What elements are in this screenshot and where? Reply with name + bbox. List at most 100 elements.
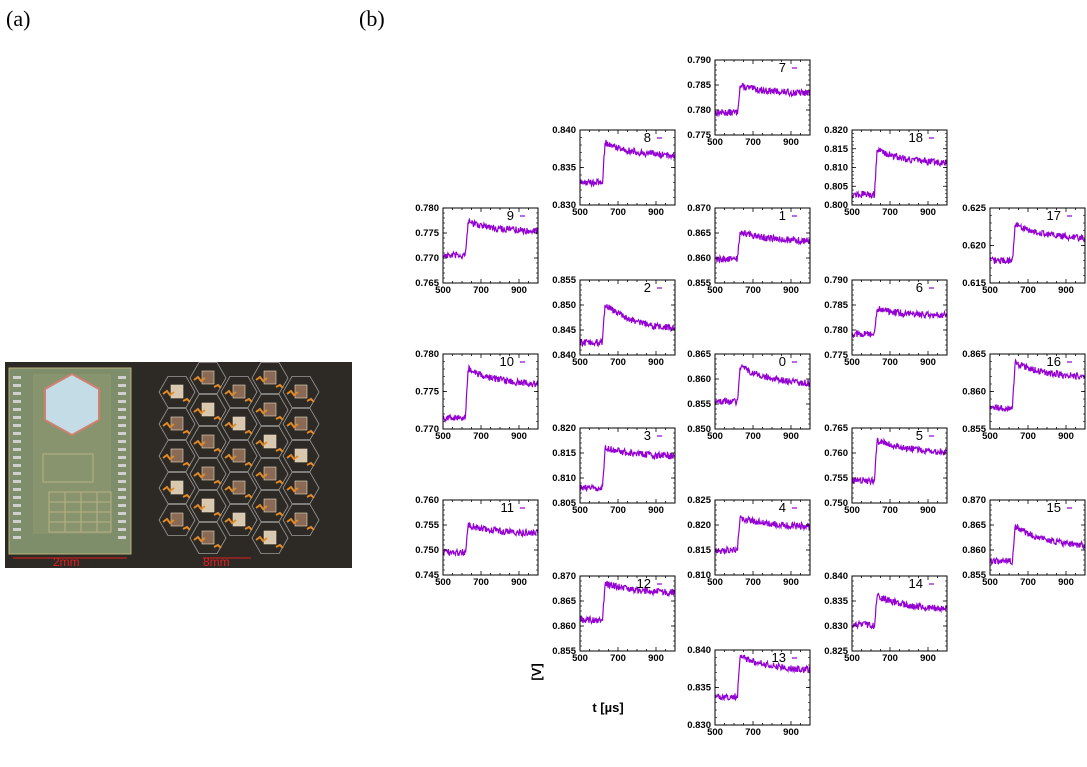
x-tick-label: 500: [707, 727, 723, 738]
y-tick-label: 0.820: [824, 125, 848, 136]
y-tick-label: 0.810: [687, 570, 711, 581]
y-tick-label: 0.860: [687, 374, 711, 385]
plot-11: 500 700 900 0.760 0.755 0.750 0.745 11: [415, 495, 539, 588]
plot-18: 500 700 900 0.820 0.815 0.810 0.805 0.800 18: [824, 125, 948, 218]
channel-label-6: 6: [916, 280, 923, 295]
x-tick-label: 900: [783, 577, 799, 588]
y-tick-label: 0.845: [552, 325, 576, 336]
y-tick-label: 0.805: [824, 181, 848, 192]
plot-frame: [714, 649, 811, 726]
trace-line: [714, 82, 811, 118]
y-tick-label: 0.855: [687, 399, 711, 410]
y-tick-label: 0.775: [415, 228, 439, 239]
y-tick-label: 0.820: [552, 423, 576, 434]
y-tick-label: 0.750: [824, 498, 848, 509]
panel-label-a: (a): [6, 6, 31, 31]
plot-3: 500 700 900 0.820 0.815 0.810 0.805 3: [552, 423, 676, 516]
channel-label-13: 13: [772, 650, 786, 665]
x-tick-label: 700: [1020, 285, 1036, 296]
y-tick-label: 0.855: [962, 570, 986, 581]
x-tick-label: 500: [435, 431, 451, 442]
plot-frame: [989, 207, 1086, 284]
y-tick-label: 0.870: [687, 203, 711, 214]
y-tick-label: 0.765: [415, 278, 439, 289]
plot-frame: [442, 499, 539, 576]
y-tick-label: 0.835: [552, 163, 576, 174]
y-tick-label: 0.825: [824, 646, 848, 657]
hexagonal-sensor-array: [158, 362, 320, 555]
y-tick-label: 0.840: [687, 645, 711, 656]
x-tick-label: 500: [844, 207, 860, 218]
y-tick-label: 0.775: [687, 130, 711, 141]
channel-label-11: 11: [501, 500, 515, 515]
y-axis-label: [V]: [529, 663, 544, 680]
channel-label-5: 5: [916, 428, 923, 443]
y-tick-label: 0.835: [687, 683, 711, 694]
y-tick-label: 0.790: [687, 55, 711, 66]
plot-8: 500 700 900 0.840 0.835 0.830 8: [552, 125, 676, 218]
x-tick-label: 700: [610, 207, 626, 218]
y-tick-label: 0.840: [824, 571, 848, 582]
x-tick-label: 900: [783, 285, 799, 296]
y-tick-label: 0.855: [552, 275, 576, 286]
plot-frame: [442, 207, 539, 284]
y-tick-label: 0.760: [415, 495, 439, 506]
trace-line: [989, 358, 1086, 413]
y-tick-label: 0.815: [552, 448, 576, 459]
x-tick-label: 700: [882, 357, 898, 368]
plot-frame: [851, 427, 948, 504]
channel-label-9: 9: [507, 208, 514, 223]
y-tick-label: 0.820: [687, 520, 711, 531]
plot-0: 500 700 900 0.865 0.860 0.855 0.850 0: [687, 349, 811, 442]
y-tick-label: 0.775: [415, 387, 439, 398]
y-tick-label: 0.785: [687, 80, 711, 91]
channel-label-14: 14: [909, 576, 923, 591]
y-tick-label: 0.745: [415, 570, 439, 581]
plot-frame: [579, 129, 676, 206]
y-tick-label: 0.620: [962, 241, 986, 252]
y-tick-label: 0.780: [415, 349, 439, 360]
y-tick-label: 0.755: [824, 473, 848, 484]
x-tick-label: 900: [920, 357, 936, 368]
y-tick-label: 0.810: [824, 163, 848, 174]
x-tick-label: 500: [572, 505, 588, 516]
x-tick-label: 500: [435, 577, 451, 588]
x-tick-label: 500: [982, 577, 998, 588]
y-tick-label: 0.810: [552, 473, 576, 484]
x-tick-label: 500: [707, 137, 723, 148]
scale-label-2mm: 2mm: [53, 555, 80, 568]
trace-line: [851, 306, 948, 339]
x-tick-label: 900: [920, 207, 936, 218]
x-tick-label: 900: [648, 357, 664, 368]
trace-line: [442, 217, 539, 260]
channel-label-12: 12: [637, 576, 651, 591]
x-tick-label: 500: [435, 285, 451, 296]
x-tick-label: 700: [745, 137, 761, 148]
channel-label-7: 7: [779, 60, 786, 75]
x-tick-label: 700: [473, 285, 489, 296]
trace-line: [714, 229, 811, 264]
y-tick-label: 0.825: [687, 495, 711, 506]
y-tick-label: 0.770: [415, 253, 439, 264]
y-tick-label: 0.755: [415, 520, 439, 531]
x-tick-label: 700: [882, 505, 898, 516]
trace-line: [442, 522, 539, 558]
y-tick-label: 0.780: [824, 325, 848, 336]
x-tick-label: 500: [572, 357, 588, 368]
plot-4: 500 700 900 0.825 0.820 0.815 0.810 4: [687, 495, 811, 588]
trace-line: [851, 437, 948, 486]
bond-pads: [13, 376, 126, 539]
trace-line: [851, 592, 948, 630]
plot-2: 500 700 900 0.855 0.850 0.845 0.840 2: [552, 275, 676, 368]
x-tick-label: 900: [1058, 431, 1074, 442]
channel-label-4: 4: [779, 500, 786, 515]
x-tick-label: 700: [745, 431, 761, 442]
y-tick-label: 0.855: [962, 424, 986, 435]
y-tick-label: 0.805: [552, 498, 576, 509]
y-tick-label: 0.870: [552, 571, 576, 582]
x-tick-label: 500: [982, 431, 998, 442]
x-tick-label: 500: [707, 285, 723, 296]
trace-line: [989, 222, 1086, 265]
y-tick-label: 0.860: [962, 387, 986, 398]
x-tick-label: 700: [882, 207, 898, 218]
